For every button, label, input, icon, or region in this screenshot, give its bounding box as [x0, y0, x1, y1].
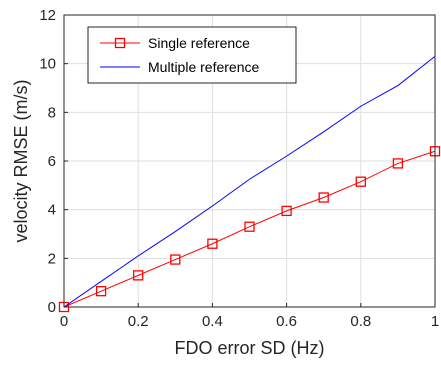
x-axis-title: FDO error SD (Hz): [175, 338, 325, 358]
multiple-reference-line: [63, 55, 436, 308]
y-tick-label: 10: [39, 56, 56, 73]
x-tick-label: 0.6: [276, 313, 297, 330]
x-tick-label: 0: [60, 313, 68, 330]
x-tick-label: 0.8: [350, 313, 371, 330]
single-reference-marker: [281, 205, 292, 217]
single-reference-marker: [355, 176, 366, 187]
y-tick-label: 12: [39, 7, 56, 24]
y-tick-label: 6: [48, 153, 56, 170]
y-axis-title: velocity RMSE (m/s): [11, 79, 31, 242]
legend-label-multiple-reference: Multiple reference: [148, 59, 259, 75]
y-tick-label: 0: [48, 299, 56, 316]
x-tick-label: 0.4: [202, 313, 223, 330]
y-tick-label: 2: [48, 250, 56, 267]
x-tick-label: 1: [431, 313, 439, 330]
single-reference-marker: [244, 221, 255, 232]
legend-marker-single-reference: [114, 37, 126, 49]
y-tick-label: 4: [48, 202, 56, 219]
single-reference-marker: [207, 238, 218, 249]
x-tick-label: 0.2: [128, 313, 149, 330]
single-reference-line: [63, 150, 436, 308]
single-reference-marker: [170, 254, 181, 265]
single-reference-marker: [318, 192, 329, 203]
legend: Single reference Multiple reference: [87, 26, 297, 84]
single-reference-marker: [133, 270, 144, 281]
legend-box: [87, 26, 297, 84]
y-tick-label: 8: [48, 104, 56, 121]
legend-label-single-reference: Single reference: [148, 35, 250, 51]
single-reference-marker: [392, 158, 404, 169]
series-layer: [58, 55, 441, 313]
single-reference-marker: [95, 286, 107, 297]
